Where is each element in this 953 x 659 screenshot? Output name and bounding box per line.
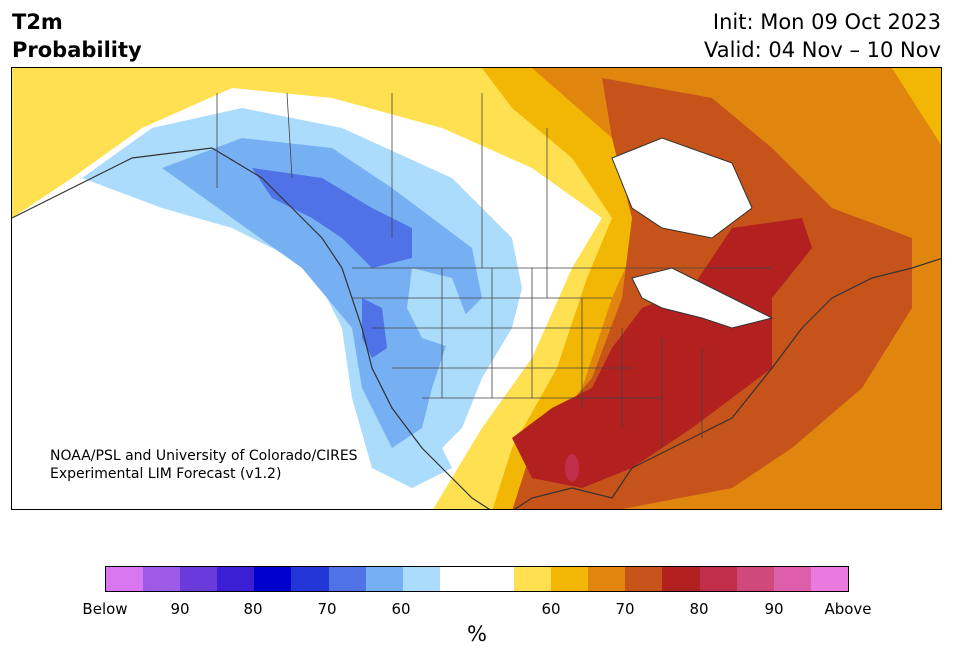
title-line-1: T2m (12, 10, 63, 34)
colorbar (105, 566, 849, 592)
colorbar-tick-label: 80 (689, 600, 709, 618)
great-lakes (631, 267, 774, 329)
forecast-dates: Init: Mon 09 Oct 2023 Valid: 04 Nov – 10… (704, 8, 941, 64)
hudson-bay (611, 137, 753, 239)
cold-70-region (252, 168, 412, 268)
colorbar-cell (625, 567, 663, 591)
colorbar-cell (254, 567, 292, 591)
colorbar-cell (328, 567, 366, 591)
map-canvas (12, 68, 941, 509)
political-borders (216, 92, 772, 448)
probability-map: NOAA/PSL and University of Colorado/CIRE… (11, 67, 942, 510)
credit-line-1: NOAA/PSL and University of Colorado/CIRE… (50, 448, 358, 464)
colorbar-cell (551, 567, 589, 591)
colorbar-tick-label: 60 (541, 600, 561, 618)
colorbar-tick-label: 90 (764, 600, 784, 618)
colorbar-cell (402, 567, 440, 591)
colorbar-cell (773, 567, 811, 591)
coastline (12, 147, 491, 509)
colorbar-cell (699, 567, 737, 591)
valid-date: Valid: 04 Nov – 10 Nov (704, 38, 941, 62)
colorbar-unit: % (467, 622, 487, 646)
credit-text: NOAA/PSL and University of Colorado/CIRE… (50, 447, 358, 483)
warm-85-spot (565, 454, 579, 482)
colorbar-cell (439, 567, 477, 591)
colorbar-tick-label: 80 (243, 600, 263, 618)
colorbar-cell (736, 567, 774, 591)
credit-line-2: Experimental LIM Forecast (v1.2) (50, 466, 282, 482)
title-line-2: Probability (12, 38, 142, 62)
colorbar-cell (217, 567, 255, 591)
colorbar-cell (476, 567, 515, 591)
map-title: T2m Probability (12, 8, 142, 64)
colorbar-cell (106, 567, 144, 591)
colorbar-tick-label: 90 (170, 600, 190, 618)
colorbar-cell (514, 567, 552, 591)
colorbar-cell (365, 567, 403, 591)
colorbar-cell (662, 567, 700, 591)
colorbar-tick-label: Below (82, 600, 128, 618)
colorbar-cell (810, 567, 848, 591)
colorbar-cell (180, 567, 218, 591)
init-date: Init: Mon 09 Oct 2023 (712, 10, 941, 34)
colorbar-cell (143, 567, 181, 591)
colorbar-tick-label: 70 (615, 600, 635, 618)
colorbar-tick-label: 60 (391, 600, 411, 618)
coastline-east (513, 258, 941, 509)
cold-65-region (162, 138, 482, 448)
colorbar-cell (588, 567, 626, 591)
colorbar-tick-label: Above (824, 600, 872, 618)
colorbar-tick-label: 70 (317, 600, 337, 618)
colorbar-cell (291, 567, 329, 591)
